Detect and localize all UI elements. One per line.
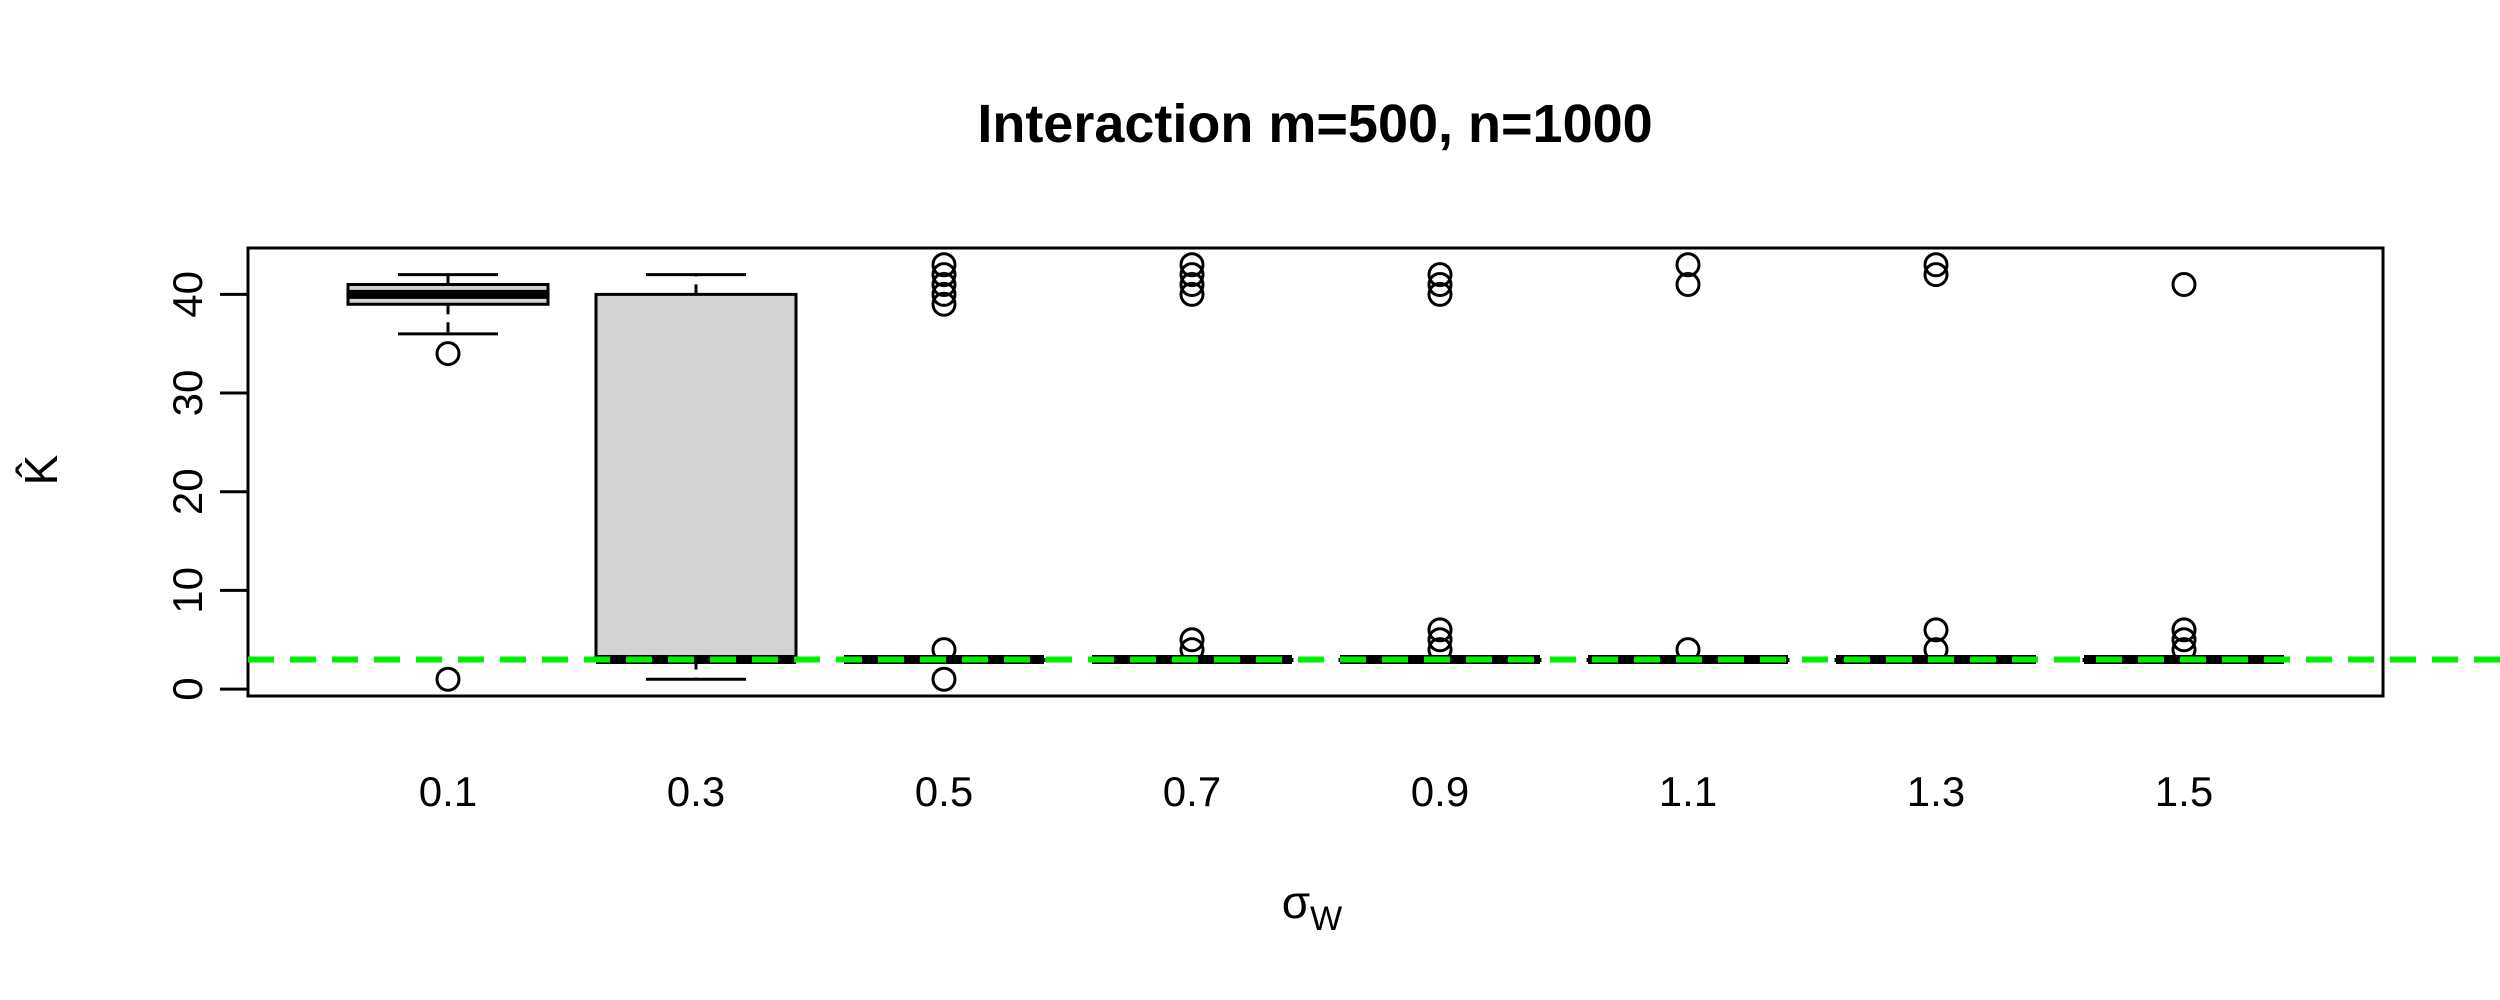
y-axis-label: K̂ <box>15 454 67 485</box>
y-tick-label: 10 <box>164 567 211 614</box>
outlier-point <box>435 666 461 692</box>
outlier-point <box>1427 617 1453 643</box>
box-body <box>594 292 798 661</box>
outlier-point <box>2171 617 2197 643</box>
outlier-point <box>1179 627 1205 653</box>
y-tick-label: 30 <box>164 370 211 417</box>
x-tick-label: 0.9 <box>1411 768 1469 815</box>
outlier-point <box>931 272 957 298</box>
outlier-point <box>1923 617 1949 643</box>
y-tick-label: 20 <box>164 468 211 515</box>
x-tick-label: 0.5 <box>915 768 973 815</box>
x-axis-label-subscript: W <box>1310 900 1342 938</box>
outlier-point <box>1427 272 1453 298</box>
outlier-point <box>931 252 957 278</box>
x-tick-label: 1.3 <box>1907 768 1965 815</box>
outlier-point <box>1427 281 1453 307</box>
outlier-point <box>1427 262 1453 288</box>
y-tick-label: 40 <box>164 271 211 318</box>
outlier-point <box>2171 272 2197 298</box>
x-tick-label: 1.5 <box>2155 768 2213 815</box>
outlier-point <box>1179 272 1205 298</box>
outlier-point <box>435 341 461 367</box>
outlier-point <box>931 291 957 317</box>
x-tick-label: 0.1 <box>419 768 477 815</box>
outlier-point <box>1923 252 1949 278</box>
outlier-point <box>1179 252 1205 278</box>
x-axis-label: σW <box>1282 876 1342 938</box>
chart-title: Interaction m=500, n=1000 <box>977 94 1652 154</box>
outlier-point <box>1675 272 1701 298</box>
outlier-point <box>931 262 957 288</box>
x-tick-label: 0.3 <box>667 768 725 815</box>
outlier-point <box>931 281 957 307</box>
plot-frame <box>246 246 2385 698</box>
outlier-point <box>1179 262 1205 288</box>
y-tick-label: 0 <box>164 677 211 700</box>
x-tick-label: 1.1 <box>1659 768 1717 815</box>
outlier-point <box>1675 252 1701 278</box>
outlier-point <box>1179 281 1205 307</box>
outlier-point <box>1427 627 1453 653</box>
outlier-point <box>1923 262 1949 288</box>
x-axis-label-main: σ <box>1282 876 1310 928</box>
outlier-point <box>2171 627 2197 653</box>
x-tick-label: 0.7 <box>1163 768 1221 815</box>
plot-layer: 0 10 20 30 40 0.1 0.3 0.5 0.7 0.9 1.1 1.3 1.5 <box>164 246 2500 815</box>
outlier-point <box>931 666 957 692</box>
